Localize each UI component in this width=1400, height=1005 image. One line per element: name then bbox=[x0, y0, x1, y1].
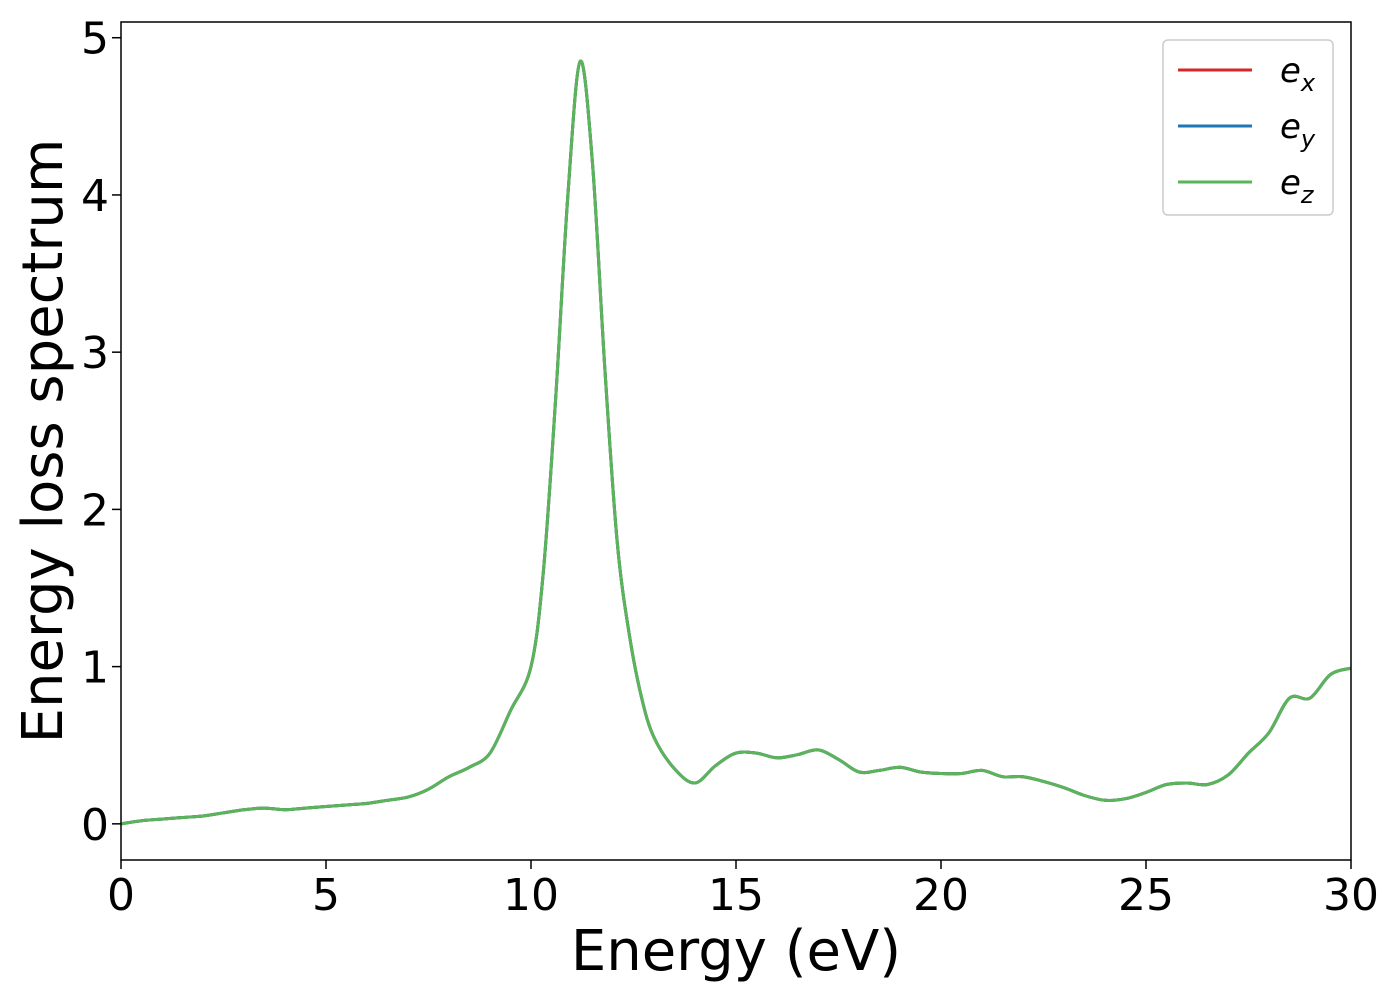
x-tick-label: 15 bbox=[708, 870, 764, 921]
x-tick-label: 25 bbox=[1118, 870, 1174, 921]
y-tick-label: 1 bbox=[81, 643, 109, 694]
x-tick-label: 5 bbox=[312, 870, 340, 921]
y-tick-label: 4 bbox=[81, 171, 109, 222]
y-axis-label: Energy loss spectrum bbox=[11, 139, 76, 744]
y-axis: 0 1 2 3 4 5 bbox=[81, 14, 121, 851]
x-tick-label: 20 bbox=[913, 870, 969, 921]
x-axis-label: Energy (eV) bbox=[571, 919, 901, 984]
y-tick-label: 5 bbox=[81, 14, 109, 65]
y-tick-label: 0 bbox=[81, 800, 109, 851]
x-tick-label: 0 bbox=[107, 870, 135, 921]
x-tick-label: 10 bbox=[503, 870, 559, 921]
series-line-e_z bbox=[120, 59, 1352, 826]
x-axis: 0 5 10 15 20 25 30 bbox=[107, 860, 1379, 921]
y-tick-label: 3 bbox=[81, 328, 109, 379]
axes-frame bbox=[120, 21, 1352, 861]
x-tick-label: 30 bbox=[1323, 870, 1379, 921]
y-tick-label: 2 bbox=[81, 485, 109, 536]
plot-area bbox=[120, 59, 1352, 826]
